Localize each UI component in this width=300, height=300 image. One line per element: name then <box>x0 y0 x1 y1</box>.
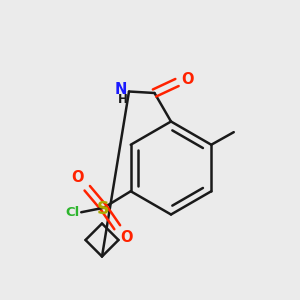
Text: H: H <box>118 92 128 106</box>
Text: N: N <box>115 82 128 98</box>
Text: O: O <box>182 72 194 87</box>
Text: S: S <box>97 200 109 218</box>
Text: O: O <box>120 230 133 245</box>
Text: O: O <box>72 170 84 185</box>
Text: Cl: Cl <box>65 206 80 219</box>
